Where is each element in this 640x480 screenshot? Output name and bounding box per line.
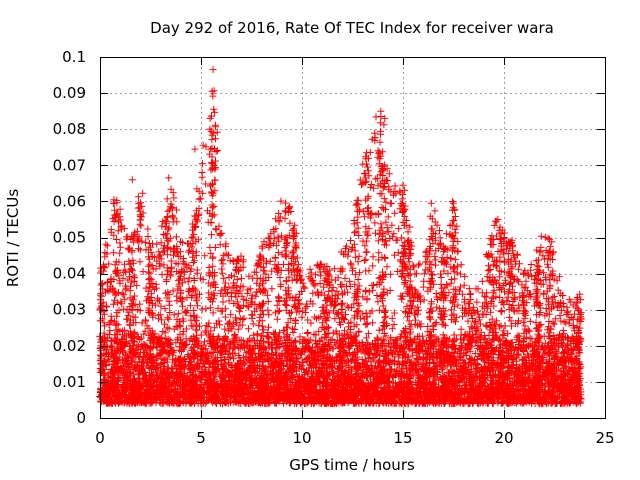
scatter-point	[409, 351, 417, 359]
scatter-point	[230, 355, 237, 363]
scatter-point	[467, 365, 475, 373]
data-points	[96, 66, 585, 408]
